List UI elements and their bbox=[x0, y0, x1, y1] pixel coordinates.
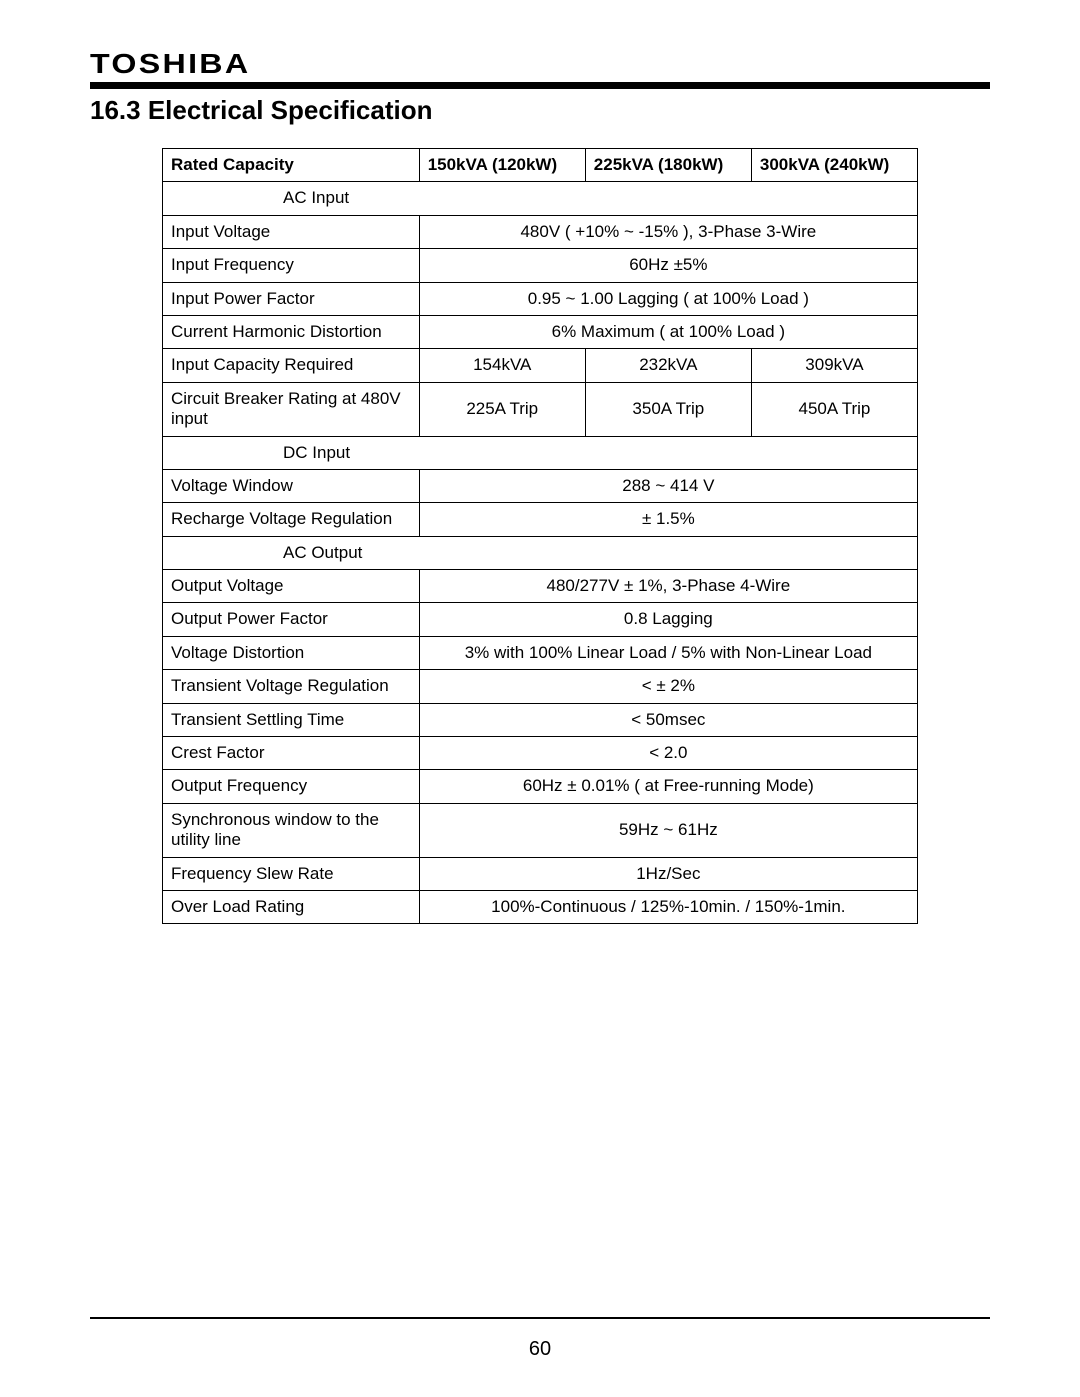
row-value-c2: 232kVA bbox=[585, 349, 751, 382]
row-label: Synchronous window to the utility line bbox=[163, 803, 420, 857]
row-label: Over Load Rating bbox=[163, 890, 420, 923]
table-row: Voltage Window 288 ~ 414 V bbox=[163, 469, 918, 502]
row-value: 60Hz ±5% bbox=[419, 249, 917, 282]
table-row: Input Voltage 480V ( +10% ~ -15% ), 3-Ph… bbox=[163, 215, 918, 248]
table-row: Transient Settling Time < 50msec bbox=[163, 703, 918, 736]
spec-table: Rated Capacity 150kVA (120kW) 225kVA (18… bbox=[162, 148, 918, 924]
row-label: Voltage Window bbox=[163, 469, 420, 502]
row-label: Output Power Factor bbox=[163, 603, 420, 636]
row-value: 100%-Continuous / 125%-10min. / 150%-1mi… bbox=[419, 890, 917, 923]
header-col-1: 150kVA (120kW) bbox=[419, 149, 585, 182]
row-value: < 2.0 bbox=[419, 737, 917, 770]
page: TOSHIBA 16.3 Electrical Specification Ra… bbox=[0, 0, 1080, 1397]
table-row: Output Frequency 60Hz ± 0.01% ( at Free-… bbox=[163, 770, 918, 803]
bottom-rule bbox=[90, 1317, 990, 1319]
row-value: 60Hz ± 0.01% ( at Free-running Mode) bbox=[419, 770, 917, 803]
table-row: Synchronous window to the utility line 5… bbox=[163, 803, 918, 857]
row-value-c1: 154kVA bbox=[419, 349, 585, 382]
row-label: Input Voltage bbox=[163, 215, 420, 248]
table-row: Input Frequency 60Hz ±5% bbox=[163, 249, 918, 282]
row-label: Input Power Factor bbox=[163, 282, 420, 315]
table-row: Input Capacity Required 154kVA 232kVA 30… bbox=[163, 349, 918, 382]
row-value-c2: 350A Trip bbox=[585, 382, 751, 436]
row-value: 0.95 ~ 1.00 Lagging ( at 100% Load ) bbox=[419, 282, 917, 315]
table-row: Input Power Factor 0.95 ~ 1.00 Lagging (… bbox=[163, 282, 918, 315]
row-value: 0.8 Lagging bbox=[419, 603, 917, 636]
table-row: Circuit Breaker Rating at 480V input 225… bbox=[163, 382, 918, 436]
row-label: Current Harmonic Distortion bbox=[163, 315, 420, 348]
row-label: Input Frequency bbox=[163, 249, 420, 282]
section-dc-input: DC Input bbox=[163, 436, 918, 469]
table-row: Current Harmonic Distortion 6% Maximum (… bbox=[163, 315, 918, 348]
row-value: 3% with 100% Linear Load / 5% with Non-L… bbox=[419, 636, 917, 669]
section-dc-input-label: DC Input bbox=[163, 436, 918, 469]
section-ac-input-label: AC Input bbox=[163, 182, 918, 215]
row-label: Output Frequency bbox=[163, 770, 420, 803]
row-value: 1Hz/Sec bbox=[419, 857, 917, 890]
row-label: Crest Factor bbox=[163, 737, 420, 770]
row-value-c3: 450A Trip bbox=[751, 382, 917, 436]
table-row: Over Load Rating 100%-Continuous / 125%-… bbox=[163, 890, 918, 923]
header-col-3: 300kVA (240kW) bbox=[751, 149, 917, 182]
brand-logo: TOSHIBA bbox=[90, 48, 1080, 80]
row-label: Voltage Distortion bbox=[163, 636, 420, 669]
row-value-c1: 225A Trip bbox=[419, 382, 585, 436]
section-title: 16.3 Electrical Specification bbox=[90, 95, 990, 126]
row-label: Transient Voltage Regulation bbox=[163, 670, 420, 703]
section-ac-input: AC Input bbox=[163, 182, 918, 215]
row-value: 59Hz ~ 61Hz bbox=[419, 803, 917, 857]
row-value: 480V ( +10% ~ -15% ), 3-Phase 3-Wire bbox=[419, 215, 917, 248]
section-ac-output-label: AC Output bbox=[163, 536, 918, 569]
table-row: Recharge Voltage Regulation ± 1.5% bbox=[163, 503, 918, 536]
table-row: Output Voltage 480/277V ± 1%, 3-Phase 4-… bbox=[163, 570, 918, 603]
row-value: < ± 2% bbox=[419, 670, 917, 703]
section-ac-output: AC Output bbox=[163, 536, 918, 569]
row-value: 288 ~ 414 V bbox=[419, 469, 917, 502]
row-value: < 50msec bbox=[419, 703, 917, 736]
table-row: Frequency Slew Rate 1Hz/Sec bbox=[163, 857, 918, 890]
table-row: Transient Voltage Regulation < ± 2% bbox=[163, 670, 918, 703]
header-col-2: 225kVA (180kW) bbox=[585, 149, 751, 182]
table-header-row: Rated Capacity 150kVA (120kW) 225kVA (18… bbox=[163, 149, 918, 182]
row-label: Circuit Breaker Rating at 480V input bbox=[163, 382, 420, 436]
row-label: Recharge Voltage Regulation bbox=[163, 503, 420, 536]
row-value: 480/277V ± 1%, 3-Phase 4-Wire bbox=[419, 570, 917, 603]
row-value: ± 1.5% bbox=[419, 503, 917, 536]
row-label: Input Capacity Required bbox=[163, 349, 420, 382]
row-value-c3: 309kVA bbox=[751, 349, 917, 382]
table-row: Crest Factor < 2.0 bbox=[163, 737, 918, 770]
table-row: Output Power Factor 0.8 Lagging bbox=[163, 603, 918, 636]
row-value: 6% Maximum ( at 100% Load ) bbox=[419, 315, 917, 348]
row-label: Transient Settling Time bbox=[163, 703, 420, 736]
row-label: Frequency Slew Rate bbox=[163, 857, 420, 890]
row-label: Output Voltage bbox=[163, 570, 420, 603]
header-rated-capacity: Rated Capacity bbox=[163, 149, 420, 182]
page-number: 60 bbox=[0, 1338, 1080, 1361]
top-rule bbox=[90, 82, 990, 89]
table-row: Voltage Distortion 3% with 100% Linear L… bbox=[163, 636, 918, 669]
